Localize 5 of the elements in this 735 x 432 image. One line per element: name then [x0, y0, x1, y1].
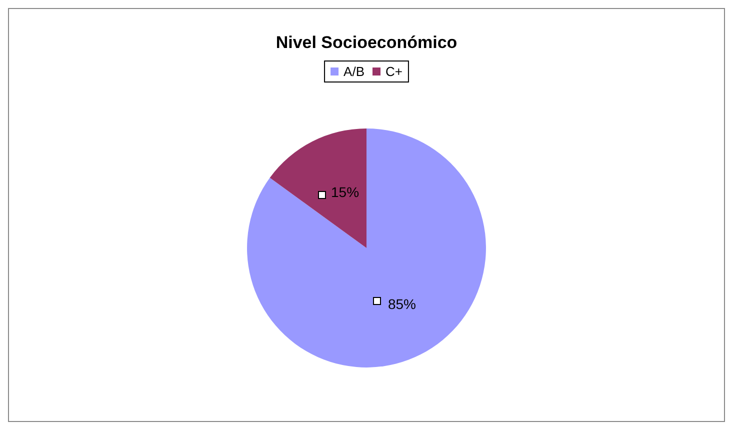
- legend-label: A/B: [344, 64, 364, 79]
- chart-title: Nivel Socioeconómico: [276, 33, 458, 52]
- data-label: 15%: [331, 184, 360, 200]
- legend-label: C+: [385, 64, 402, 79]
- data-label: 85%: [388, 296, 416, 312]
